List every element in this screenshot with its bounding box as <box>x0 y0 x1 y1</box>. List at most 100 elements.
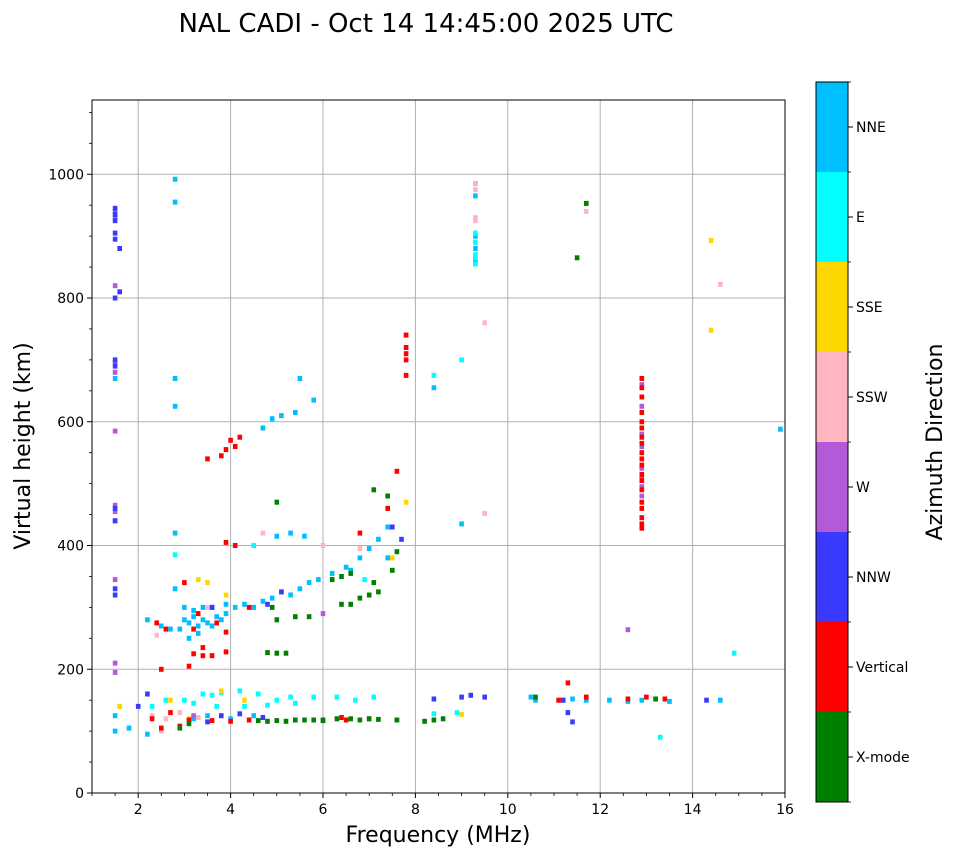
data-point <box>293 700 298 706</box>
data-point <box>274 650 280 656</box>
data-point <box>223 649 229 655</box>
data-point <box>403 351 409 357</box>
data-point <box>570 696 575 702</box>
data-point <box>584 200 589 206</box>
data-point <box>214 703 219 709</box>
plot-background <box>92 100 785 793</box>
data-point <box>357 530 363 536</box>
data-point <box>639 484 645 490</box>
data-point <box>251 543 256 548</box>
data-point <box>431 385 437 391</box>
data-point <box>112 577 118 583</box>
data-point <box>473 239 478 245</box>
data-point <box>473 233 478 239</box>
data-point <box>403 357 409 363</box>
data-point <box>778 426 783 432</box>
data-point <box>274 617 280 623</box>
data-point <box>191 700 196 706</box>
data-point <box>112 363 118 369</box>
data-point <box>186 721 192 727</box>
data-point <box>126 725 132 731</box>
y-tick-label: 200 <box>57 662 84 678</box>
data-point <box>371 694 377 700</box>
colorbar-label: Azimuth Direction <box>923 343 948 540</box>
y-tick-label: 600 <box>57 415 84 431</box>
data-point <box>242 697 247 703</box>
x-tick-label: 10 <box>499 802 517 818</box>
x-tick-label: 12 <box>591 802 609 818</box>
data-point <box>163 626 169 632</box>
y-tick-label: 800 <box>57 291 84 307</box>
data-point <box>639 487 645 493</box>
data-point <box>186 717 192 723</box>
data-point <box>228 437 233 443</box>
data-point <box>112 236 118 242</box>
data-point <box>209 718 215 724</box>
data-point <box>228 718 233 724</box>
data-point <box>394 468 400 474</box>
data-point <box>205 713 210 719</box>
data-point <box>348 716 353 722</box>
data-point <box>376 716 381 722</box>
data-point <box>311 397 316 403</box>
data-point <box>704 697 709 703</box>
colorbar-segment <box>816 262 848 352</box>
data-point <box>159 725 164 731</box>
data-point <box>639 425 645 431</box>
data-point <box>223 592 229 598</box>
data-point <box>473 261 478 267</box>
data-point <box>306 614 312 620</box>
data-point <box>473 218 478 224</box>
data-point <box>293 614 298 620</box>
data-point <box>112 357 118 363</box>
data-point <box>482 320 487 326</box>
data-point <box>112 230 118 236</box>
data-point <box>473 181 478 187</box>
data-point <box>195 623 201 629</box>
data-point <box>473 187 478 193</box>
data-point <box>232 444 238 449</box>
colorbar-segment <box>816 442 848 532</box>
data-point <box>353 697 358 703</box>
data-point <box>653 696 658 702</box>
data-point <box>149 703 155 709</box>
data-point <box>639 471 645 477</box>
data-point <box>274 718 280 724</box>
data-point <box>639 525 645 531</box>
data-point <box>357 717 363 723</box>
data-point <box>209 653 215 659</box>
data-point <box>639 499 645 505</box>
data-point <box>454 710 460 716</box>
data-point <box>459 357 464 363</box>
data-point <box>112 208 118 214</box>
data-point <box>584 694 589 700</box>
colorbar-tick-label: X-mode <box>856 750 910 766</box>
data-point <box>639 434 645 440</box>
data-point <box>172 552 178 558</box>
data-point <box>112 218 118 224</box>
data-point <box>265 650 270 656</box>
data-point <box>195 577 201 583</box>
data-point <box>399 536 404 542</box>
data-point <box>112 428 118 434</box>
data-point <box>112 592 118 598</box>
data-point <box>177 710 183 716</box>
colorbar-tick-label: SSE <box>856 300 883 316</box>
data-point <box>482 694 487 700</box>
gridlines <box>92 100 785 793</box>
data-point <box>279 413 284 419</box>
data-point <box>403 499 409 505</box>
data-point <box>242 703 247 709</box>
data-point <box>394 549 400 555</box>
data-point <box>205 719 210 725</box>
data-point <box>357 546 363 552</box>
data-point <box>112 283 118 289</box>
data-point <box>440 716 446 722</box>
data-point <box>219 453 224 459</box>
data-point <box>390 555 395 561</box>
data-point <box>195 630 201 636</box>
data-point <box>288 694 293 700</box>
data-point <box>237 688 243 694</box>
data-point <box>195 611 201 617</box>
